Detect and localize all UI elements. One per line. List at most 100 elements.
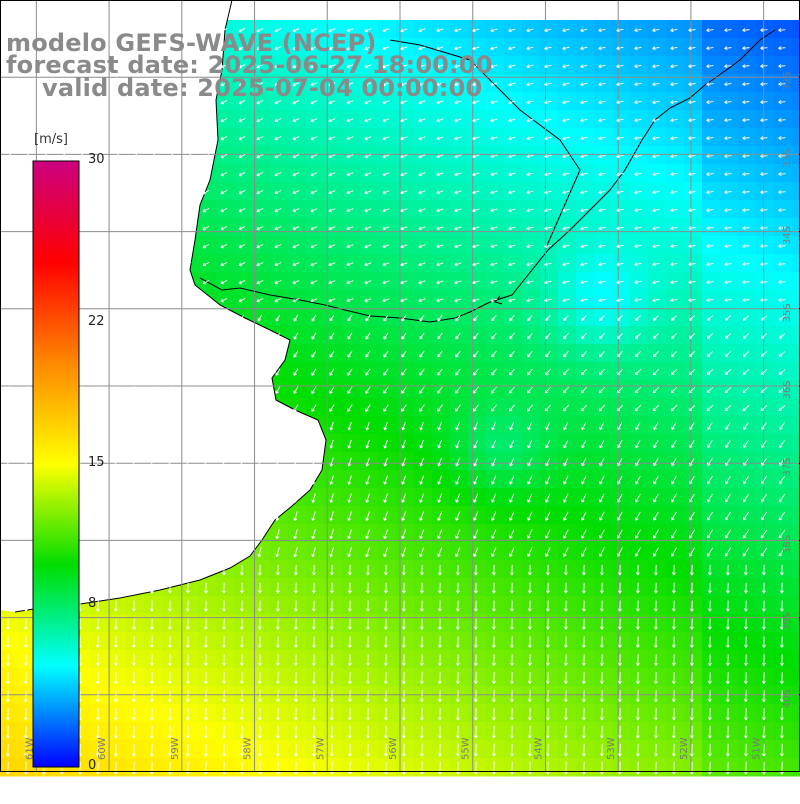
wind-speed-cell [288,308,307,327]
wind-arrow [257,421,262,431]
wind-speed-cell [684,470,703,489]
wind-speed-cell [684,56,703,75]
wind-arrow [562,154,570,159]
wind-arrow [400,280,408,285]
wind-speed-cell [612,578,631,597]
wind-arrow [688,547,696,557]
wind-speed-cell [540,632,559,651]
wind-arrow [454,136,462,141]
wind-arrow [742,315,750,321]
wind-speed-cell [234,596,253,615]
wind-speed-cell [594,506,613,525]
wind-arrow [455,439,461,449]
wind-speed-cell [792,740,800,759]
wind-arrow [329,368,335,376]
wind-arrow [436,136,444,141]
wind-arrow [329,761,334,775]
wind-arrow [275,457,280,467]
wind-speed-cell [342,326,361,345]
wind-arrow [562,262,570,267]
wind-arrow [130,189,138,195]
wind-arrow [779,636,784,648]
wind-speed-cell [648,452,667,471]
wind-arrow [365,457,370,467]
wind-speed-cell [306,308,325,327]
wind-speed-cell [612,506,631,525]
wind-speed-cell [18,650,37,669]
wind-arrow [167,600,172,612]
wind-arrow [778,298,786,303]
wind-arrow [166,99,174,105]
wind-arrow [256,100,264,105]
wind-arrow [311,493,316,503]
wind-arrow [22,279,30,285]
wind-arrow [221,564,226,576]
wind-arrow [131,618,136,630]
wind-arrow [328,100,336,105]
wind-arrow [95,475,100,485]
wind-arrow [166,153,174,159]
wind-arrow [671,493,677,503]
wind-arrow [275,708,280,721]
wind-arrow [148,45,156,51]
wind-speed-cell [342,380,361,399]
wind-arrow [167,404,173,413]
wind-speed-cell [558,488,577,507]
wind-arrow [22,207,30,213]
wind-speed-cell [630,20,649,39]
wind-speed-cell [702,488,721,507]
wind-arrow [112,153,120,159]
wind-arrow [652,547,659,557]
wind-arrow [311,547,316,558]
wind-arrow [94,27,102,33]
wind-arrow [257,314,263,322]
wind-arrow [760,351,768,357]
wind-arrow [58,63,66,69]
wind-speed-cell [612,254,631,273]
wind-speed-cell [594,434,613,453]
wind-arrow [221,332,227,340]
wind-arrow [239,386,245,394]
wind-arrow [95,314,100,322]
wind-arrow [455,690,460,703]
wind-speed-cell [774,236,793,255]
wind-speed-cell [162,614,181,633]
wind-arrow [616,404,624,412]
wind-arrow [185,761,190,775]
wind-arrow [707,743,712,757]
wind-arrow [148,117,156,123]
wind-arrow [95,493,100,503]
wind-arrow [544,226,552,231]
wind-arrow [671,761,676,775]
wind-speed-cell [288,542,307,561]
wind-speed-cell [756,650,775,669]
wind-arrow [418,100,426,105]
wind-speed-cell [720,164,739,183]
wind-speed-cell [702,290,721,309]
wind-speed-cell [306,650,325,669]
wind-arrow [5,314,10,322]
wind-arrow [185,350,191,358]
wind-arrow [95,457,100,467]
wind-arrow [131,439,136,449]
wind-speed-cell [702,560,721,579]
wind-arrow [274,298,282,303]
wind-arrow [527,421,533,431]
wind-arrow [401,708,406,721]
wind-arrow [635,672,640,685]
wind-speed-cell [720,74,739,93]
wind-arrow [149,546,154,558]
wind-arrow [635,582,640,594]
wind-speed-cell [612,290,631,309]
wind-speed-cell [414,542,433,561]
wind-arrow [436,154,444,159]
wind-arrow [599,672,604,685]
wind-arrow [365,386,371,394]
wind-arrow [598,368,606,376]
wind-arrow [149,672,154,685]
wind-arrow [203,582,208,594]
wind-arrow [634,46,642,51]
wind-arrow [581,493,587,503]
wind-arrow [491,618,496,630]
wind-speed-cell [756,578,775,597]
